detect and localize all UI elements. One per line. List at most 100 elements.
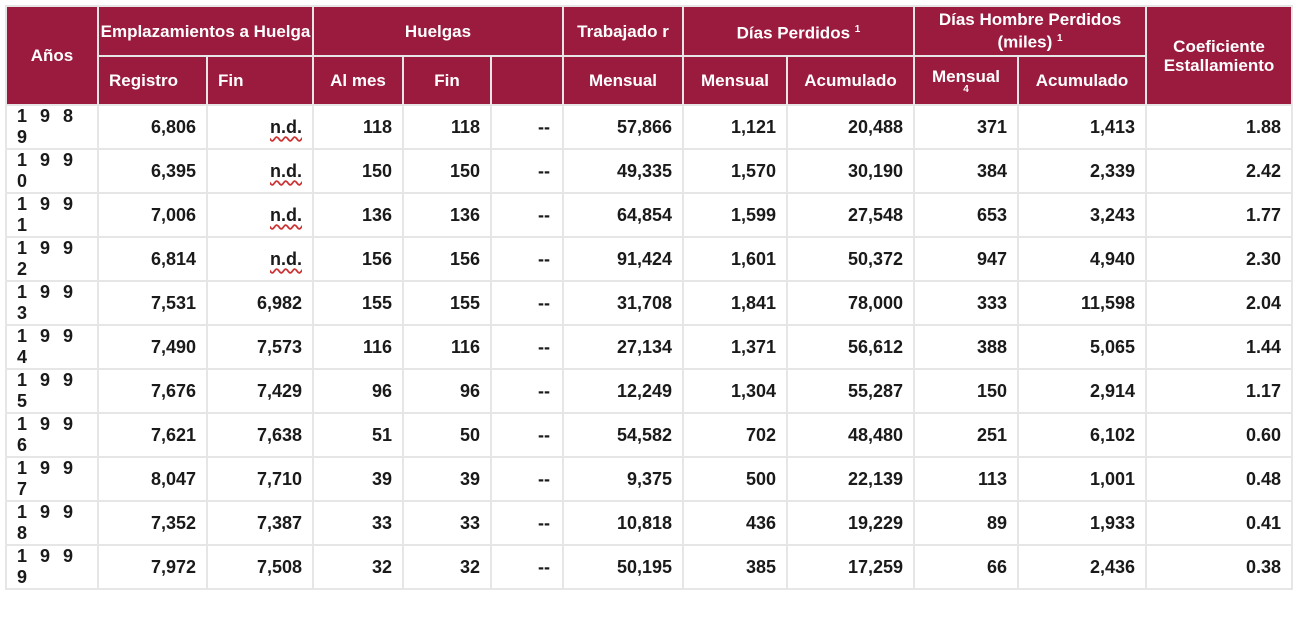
- header-registro: Registro: [99, 57, 206, 104]
- footnote-marker: 1: [1056, 33, 1063, 45]
- cell-hombre-acumulado: 2,914: [1019, 370, 1145, 412]
- cell-fin-huelgas: 32: [404, 546, 490, 588]
- header-dias-perdidos: Días Perdidos 1: [684, 7, 913, 55]
- cell-trabajador-mensual: 49,335: [564, 150, 682, 192]
- cell-fin-huelgas: 150: [404, 150, 490, 192]
- header-mensual-hombre-label: Mensual: [931, 67, 1001, 86]
- cell-dias-acumulado-value: 20,488: [847, 116, 903, 137]
- cell-dias-acumulado-value: 78,000: [847, 292, 903, 313]
- table-row: 1 9 9 1 7,006 n.d. 136 136 -- 64,854 1,599 27,54…: [7, 194, 1291, 236]
- cell-extra-value: --: [538, 116, 550, 137]
- cell-coeficiente-value: 2.42: [1245, 160, 1281, 181]
- cell-dias-acumulado-value: 50,372: [847, 248, 903, 269]
- cell-hombre-mensual: 384: [915, 150, 1017, 192]
- cell-hombre-mensual: 150: [915, 370, 1017, 412]
- cell-hombre-acumulado-value: 1,933: [1089, 512, 1135, 533]
- cell-extra-value: --: [538, 512, 550, 533]
- header-mensual-hombre: Mensual 4: [915, 57, 1017, 104]
- cell-year-value: 1 9 9 1: [17, 194, 78, 235]
- cell-dias-acumulado: 78,000: [788, 282, 913, 324]
- cell-fin-huelgas: 118: [404, 106, 490, 148]
- cell-al-mes-value: 155: [361, 292, 392, 313]
- header-fin-huelgas: Fin: [404, 57, 490, 104]
- cell-dias-mensual-value: 1,599: [730, 204, 776, 225]
- cell-registro: 6,806: [99, 106, 206, 148]
- cell-trabajador-mensual: 57,866: [564, 106, 682, 148]
- cell-dias-mensual: 1,841: [684, 282, 786, 324]
- cell-extra: --: [492, 282, 562, 324]
- strikes-table: Años Emplazamientos a Huelga Huelgas Tra…: [5, 5, 1293, 590]
- cell-trabajador-mensual: 9,375: [564, 458, 682, 500]
- header-dias-hombre: Días Hombre Perdidos (miles) 1: [915, 7, 1145, 55]
- cell-extra-value: --: [538, 292, 550, 313]
- cell-hombre-mensual: 113: [915, 458, 1017, 500]
- cell-extra-value: --: [538, 468, 550, 489]
- cell-dias-acumulado: 19,229: [788, 502, 913, 544]
- cell-fin-emplazamientos: n.d.: [208, 150, 312, 192]
- cell-dias-mensual: 1,371: [684, 326, 786, 368]
- cell-registro-value: 8,047: [150, 468, 196, 489]
- cell-hombre-mensual-value: 388: [976, 336, 1007, 357]
- cell-dias-acumulado-value: 27,548: [847, 204, 903, 225]
- header-anos: Años: [7, 7, 97, 104]
- cell-hombre-acumulado-value: 1,413: [1089, 116, 1135, 137]
- cell-fin-huelgas-value: 155: [449, 292, 480, 313]
- cell-registro-value: 6,806: [150, 116, 196, 137]
- cell-registro-value: 7,490: [150, 336, 196, 357]
- cell-registro: 6,814: [99, 238, 206, 280]
- cell-extra: --: [492, 458, 562, 500]
- footnote-marker: 4: [963, 84, 969, 95]
- cell-fin-emplazamientos-value: 7,508: [256, 556, 302, 577]
- cell-fin-huelgas-value: 32: [459, 556, 480, 577]
- cell-hombre-mensual: 89: [915, 502, 1017, 544]
- header-mensual-trabajador: Mensual: [564, 57, 682, 104]
- cell-dias-mensual-value: 385: [745, 556, 776, 577]
- cell-year: 1 9 9 7: [7, 458, 97, 500]
- cell-hombre-acumulado-value: 3,243: [1089, 204, 1135, 225]
- cell-fin-huelgas: 39: [404, 458, 490, 500]
- cell-fin-emplazamientos: 6,982: [208, 282, 312, 324]
- cell-fin-huelgas: 33: [404, 502, 490, 544]
- cell-extra-value: --: [538, 248, 550, 269]
- cell-hombre-acumulado: 1,933: [1019, 502, 1145, 544]
- cell-hombre-acumulado: 2,339: [1019, 150, 1145, 192]
- cell-hombre-acumulado: 3,243: [1019, 194, 1145, 236]
- table-row: 1 9 9 9 7,972 7,508 32 32 -- 50,195 385 17,259 66…: [7, 546, 1291, 588]
- header-acumulado-hombre: Acumulado: [1019, 57, 1145, 104]
- cell-coeficiente-value: 2.30: [1245, 248, 1281, 269]
- cell-dias-mensual-value: 1,304: [730, 380, 776, 401]
- cell-dias-mensual-value: 500: [745, 468, 776, 489]
- cell-year: 1 9 9 9: [7, 546, 97, 588]
- cell-trabajador-mensual-value: 64,854: [616, 204, 672, 225]
- cell-dias-acumulado-value: 19,229: [847, 512, 903, 533]
- cell-fin-huelgas-value: 118: [450, 116, 480, 137]
- cell-trabajador-mensual: 10,818: [564, 502, 682, 544]
- cell-hombre-acumulado: 6,102: [1019, 414, 1145, 456]
- cell-dias-mensual-value: 1,841: [730, 292, 776, 313]
- cell-al-mes-value: 156: [361, 248, 392, 269]
- cell-year: 1 9 9 0: [7, 150, 97, 192]
- cell-al-mes-value: 39: [371, 468, 392, 489]
- cell-al-mes: 39: [314, 458, 402, 500]
- cell-extra: --: [492, 502, 562, 544]
- cell-registro: 8,047: [99, 458, 206, 500]
- cell-extra-value: --: [538, 204, 550, 225]
- cell-year-value: 1 9 9 4: [17, 326, 78, 367]
- cell-coeficiente-value: 0.60: [1245, 424, 1281, 445]
- cell-registro-value: 7,352: [150, 512, 196, 533]
- cell-trabajador-mensual-value: 54,582: [616, 424, 672, 445]
- cell-dias-mensual-value: 436: [745, 512, 776, 533]
- cell-dias-acumulado: 30,190: [788, 150, 913, 192]
- cell-hombre-acumulado-value: 6,102: [1089, 424, 1135, 445]
- cell-fin-emplazamientos: n.d.: [208, 194, 312, 236]
- cell-hombre-acumulado-value: 2,436: [1089, 556, 1135, 577]
- table-row: 1 9 9 2 6,814 n.d. 156 156 -- 91,424 1,601 50,37…: [7, 238, 1291, 280]
- cell-fin-emplazamientos: 7,508: [208, 546, 312, 588]
- cell-fin-emplazamientos: 7,710: [208, 458, 312, 500]
- cell-al-mes: 33: [314, 502, 402, 544]
- cell-year: 1 9 9 1: [7, 194, 97, 236]
- header-emplazamientos: Emplazamientos a Huelga: [99, 7, 312, 55]
- table-row: 1 9 9 8 7,352 7,387 33 33 -- 10,818 436 19,229 89…: [7, 502, 1291, 544]
- cell-dias-mensual: 436: [684, 502, 786, 544]
- cell-hombre-acumulado-value: 5,065: [1089, 336, 1135, 357]
